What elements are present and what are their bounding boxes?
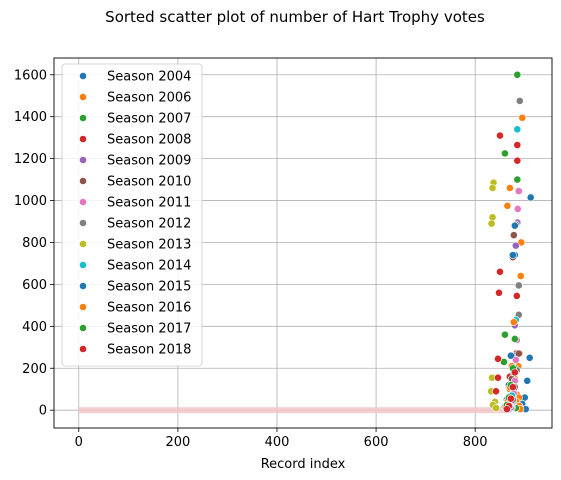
y-tick-label: 1400 (14, 110, 47, 125)
data-point (513, 175, 522, 184)
data-point (516, 272, 525, 280)
data-point (501, 149, 509, 158)
data-point (508, 383, 517, 392)
data-point (505, 184, 514, 192)
legend-marker (79, 345, 87, 353)
y-tick-label: 1000 (14, 194, 47, 209)
x-tick-label: 800 (463, 435, 488, 450)
legend-marker (79, 156, 87, 164)
data-point (511, 241, 520, 250)
legend-label: Season 2007 (107, 112, 191, 127)
data-point (514, 281, 523, 290)
data-point (509, 231, 518, 240)
data-point (512, 292, 521, 300)
data-point (506, 351, 515, 360)
data-point (513, 70, 522, 79)
y-tick-label: 800 (22, 236, 47, 251)
data-point (492, 404, 500, 412)
data-point (494, 373, 502, 382)
data-point (510, 335, 519, 343)
legend-label: Season 2016 (107, 301, 191, 316)
data-point (508, 251, 517, 259)
legend-marker (79, 114, 87, 122)
data-point (496, 131, 504, 140)
data-point (514, 187, 523, 196)
legend-marker (79, 72, 87, 80)
data-point (518, 113, 527, 122)
legend-label: Season 2009 (107, 154, 191, 169)
data-point (513, 156, 522, 165)
data-point (525, 353, 534, 362)
data-point (501, 330, 509, 339)
x-tick-label: 200 (165, 435, 190, 450)
chart-title: Sorted scatter plot of number of Hart Tr… (105, 8, 485, 26)
data-point (523, 376, 532, 385)
data-point (500, 358, 508, 366)
data-point (506, 394, 515, 403)
legend-label: Season 2008 (107, 133, 191, 148)
x-tick-label: 600 (364, 435, 389, 450)
data-point (513, 141, 522, 149)
data-point (509, 318, 518, 327)
data-point (495, 288, 503, 297)
y-tick-label: 0 (39, 404, 47, 419)
legend-label: Season 2004 (107, 70, 191, 85)
axes-frame (53, 57, 553, 429)
legend-label: Season 2006 (107, 91, 191, 106)
zero-value-points-band (78, 407, 510, 414)
legend-label: Season 2017 (107, 322, 191, 337)
data-point (492, 387, 500, 396)
plot-area: 0 200 400 600 800 0 200 400 600 800 1000 1200 1400 16… (14, 57, 553, 450)
data-point (511, 355, 520, 364)
data-point (488, 184, 497, 192)
data-point (510, 221, 519, 230)
legend-marker (79, 324, 87, 332)
legend-label: Season 2013 (107, 238, 191, 253)
legend-marker (79, 135, 87, 143)
data-point (526, 193, 535, 202)
legend-label: Season 2010 (107, 175, 191, 190)
data-point (496, 267, 504, 276)
data-point (510, 368, 519, 377)
legend-marker (79, 177, 87, 185)
legend-marker (79, 261, 87, 269)
x-axis-label: Record index (261, 457, 346, 472)
data-point (494, 354, 502, 363)
y-tick-label: 600 (22, 278, 47, 293)
legend-label: Season 2012 (107, 217, 191, 232)
data-point (503, 405, 511, 414)
legend-label: Season 2015 (107, 280, 191, 295)
legend-marker (79, 240, 87, 248)
legend-box (61, 63, 203, 367)
data-point (513, 205, 522, 213)
legend-label: Season 2014 (107, 259, 191, 274)
data-point (503, 201, 512, 210)
data-point (513, 125, 522, 134)
y-tick-label: 400 (22, 320, 47, 335)
legend-marker (79, 282, 87, 290)
x-tick-label: 0 (75, 435, 83, 450)
legend-marker (79, 303, 87, 311)
data-point (515, 97, 524, 105)
x-tick-label: 400 (265, 435, 290, 450)
y-tick-label: 1600 (14, 68, 47, 83)
legend-marker (79, 93, 87, 101)
y-tick-label: 1200 (14, 152, 47, 167)
data-point (487, 219, 496, 228)
legend-marker (79, 219, 87, 227)
y-tick-label: 200 (22, 362, 47, 377)
data-point (514, 349, 523, 358)
legend-label: Season 2011 (107, 196, 191, 211)
legend-label: Season 2018 (107, 343, 191, 358)
legend-marker (79, 198, 87, 206)
